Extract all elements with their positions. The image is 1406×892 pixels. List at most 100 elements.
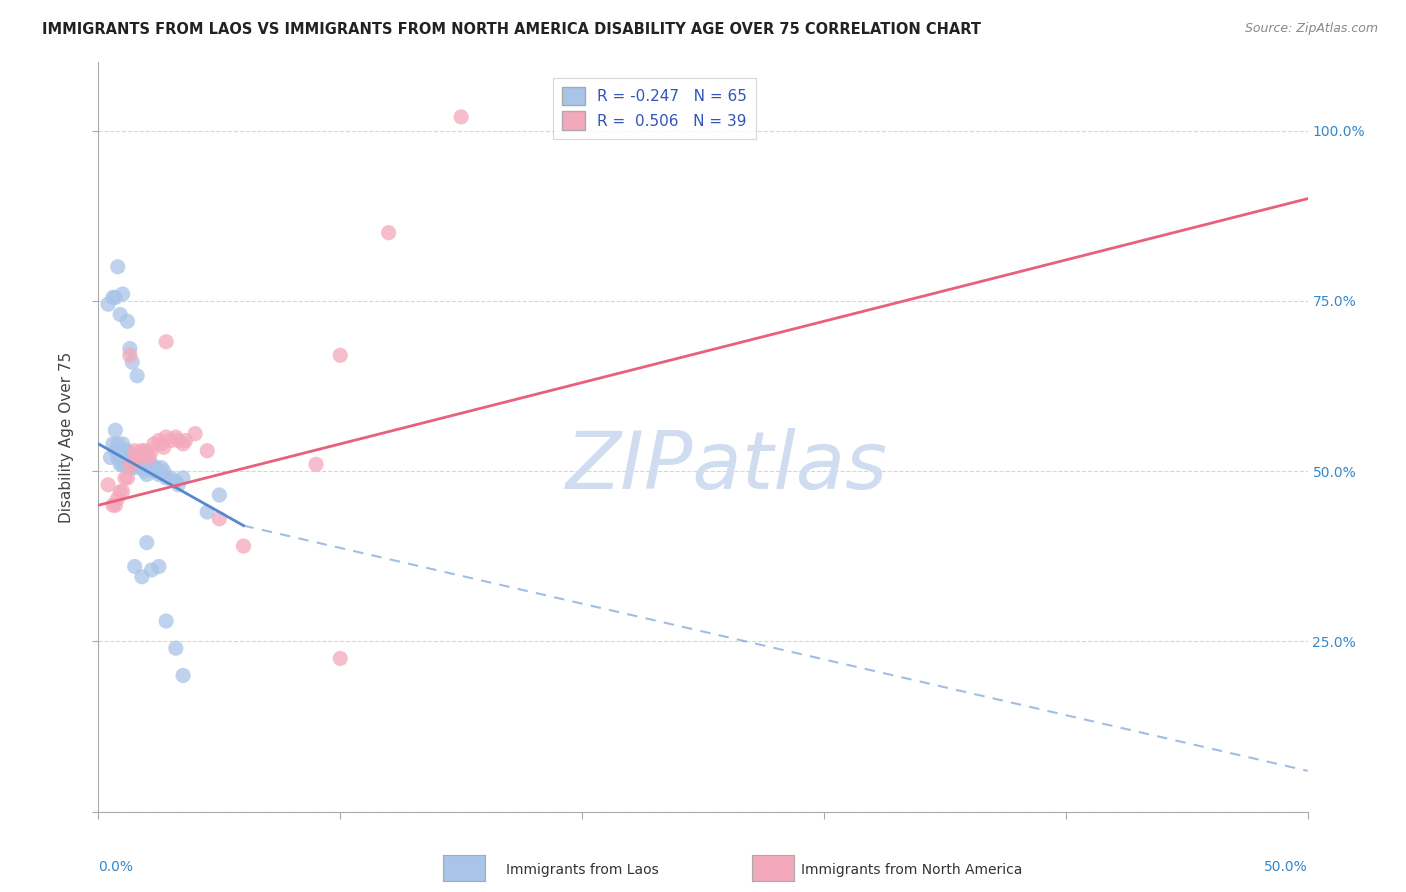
Point (135, 467, 157, 482)
Point (172, 437, 194, 451)
Point (141, 563, 163, 577)
Point (111, 450, 134, 465)
Point (111, 287, 134, 301)
Point (165, 430, 187, 444)
Point (104, 443, 127, 458)
Point (100, 450, 122, 465)
Point (97, 297, 120, 311)
Point (134, 464, 156, 478)
Point (141, 443, 163, 458)
Point (167, 434, 190, 448)
Point (172, 471, 194, 485)
Point (148, 467, 170, 482)
Point (232, 539, 254, 553)
Point (141, 458, 163, 472)
Y-axis label: Disability Age Over 75: Disability Age Over 75 (59, 351, 75, 523)
Text: Immigrants from North America: Immigrants from North America (801, 863, 1022, 877)
Point (152, 464, 174, 478)
Point (118, 460, 141, 475)
Point (107, 491, 129, 506)
Point (121, 355, 143, 369)
Text: ZIPatlas: ZIPatlas (567, 428, 889, 506)
Point (108, 484, 131, 499)
Point (104, 290, 127, 304)
Point (127, 458, 149, 472)
Point (138, 450, 160, 465)
Point (107, 437, 129, 451)
Point (195, 505, 218, 519)
Point (128, 450, 150, 465)
Point (143, 464, 166, 478)
Point (124, 443, 146, 458)
Point (160, 434, 183, 448)
Point (184, 426, 207, 441)
Point (148, 434, 170, 448)
Point (127, 447, 149, 461)
Point (305, 458, 328, 472)
Point (114, 443, 136, 458)
Point (131, 570, 153, 584)
Point (117, 471, 139, 485)
Point (108, 308, 131, 322)
Point (108, 443, 131, 458)
Point (117, 458, 139, 472)
Point (160, 471, 183, 485)
Point (117, 314, 139, 328)
Text: 50.0%: 50.0% (1264, 861, 1308, 874)
Point (107, 260, 129, 274)
Point (124, 454, 146, 468)
Point (131, 454, 153, 468)
Point (101, 498, 124, 512)
Point (114, 458, 136, 472)
Point (118, 447, 141, 461)
Point (107, 450, 129, 465)
Point (195, 443, 218, 458)
Point (97, 477, 120, 491)
Point (135, 447, 157, 461)
Point (155, 430, 177, 444)
Point (104, 498, 127, 512)
Point (150, 437, 173, 451)
Text: IMMIGRANTS FROM LAOS VS IMMIGRANTS FROM NORTH AMERICA DISABILITY AGE OVER 75 COR: IMMIGRANTS FROM LAOS VS IMMIGRANTS FROM … (42, 22, 981, 37)
Text: 0.0%: 0.0% (98, 861, 134, 874)
Point (111, 484, 134, 499)
Point (118, 458, 141, 472)
Point (111, 437, 134, 451)
Point (145, 460, 167, 475)
Point (135, 535, 157, 549)
Point (165, 641, 187, 656)
Point (148, 559, 170, 574)
Point (101, 437, 124, 451)
Point (128, 458, 150, 472)
Text: Source: ZipAtlas.com: Source: ZipAtlas.com (1244, 22, 1378, 36)
Point (329, 651, 352, 665)
Point (121, 458, 143, 472)
Point (108, 458, 131, 472)
Point (101, 290, 124, 304)
Point (117, 443, 139, 458)
Point (174, 434, 197, 448)
Point (131, 460, 153, 475)
Point (111, 458, 134, 472)
Point (121, 458, 143, 472)
Point (131, 443, 153, 458)
Point (117, 450, 139, 465)
Point (124, 460, 146, 475)
Point (138, 460, 160, 475)
Point (114, 471, 136, 485)
Point (124, 559, 146, 574)
Point (143, 437, 166, 451)
Point (208, 488, 231, 502)
Legend: R = -0.247   N = 65, R =  0.506   N = 39: R = -0.247 N = 65, R = 0.506 N = 39 (553, 78, 756, 139)
Point (128, 450, 150, 465)
Point (167, 477, 190, 491)
Point (450, 110, 472, 124)
Point (377, 226, 399, 240)
Point (208, 512, 231, 526)
Point (114, 450, 136, 465)
Point (118, 454, 141, 468)
Point (172, 668, 194, 682)
Point (118, 348, 141, 362)
Point (127, 450, 149, 465)
Point (155, 471, 177, 485)
